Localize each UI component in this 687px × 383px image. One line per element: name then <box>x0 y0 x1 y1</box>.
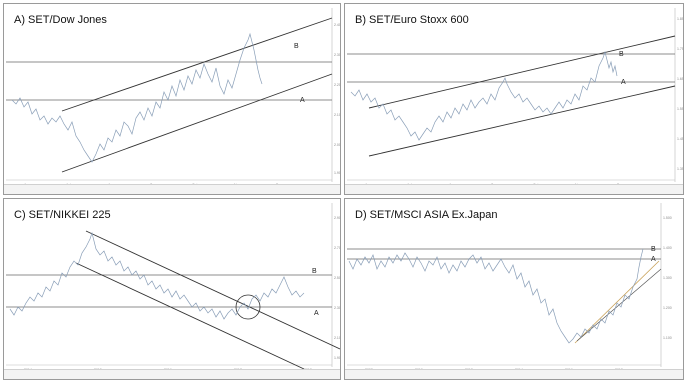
price-line <box>348 248 644 344</box>
panel-title-c: C) SET/NIKKEI 225 <box>14 209 111 221</box>
svg-text:2.500: 2.500 <box>334 276 341 280</box>
axis-grid-a <box>6 8 333 182</box>
svg-text:1.400: 1.400 <box>663 246 672 250</box>
chart-footer-b <box>345 184 683 194</box>
annotation-label-b: B <box>619 51 624 58</box>
svg-text:2.900: 2.900 <box>334 216 341 220</box>
annotation-label-b: B <box>312 268 317 275</box>
svg-text:2.300: 2.300 <box>334 306 341 310</box>
channel-upper-line <box>85 230 340 350</box>
channel-upper-line <box>61 17 333 112</box>
svg-text:1.850: 1.850 <box>677 17 684 21</box>
price-line <box>350 50 618 141</box>
annotation-label-b: B <box>294 43 299 50</box>
trend-line-upper <box>574 260 660 344</box>
svg-text:2.700: 2.700 <box>334 246 341 250</box>
channel-lower-line <box>368 85 676 157</box>
annotation-label-a: A <box>314 310 319 317</box>
axis-grid-d <box>347 203 662 367</box>
channel-lower-line <box>61 73 333 173</box>
svg-text:1.750: 1.750 <box>677 47 684 51</box>
svg-text:1.350: 1.350 <box>677 167 684 171</box>
svg-text:1.100: 1.100 <box>663 336 672 340</box>
svg-text:1.650: 1.650 <box>677 77 684 81</box>
annotation-label-a: A <box>651 256 656 263</box>
svg-text:1.200: 1.200 <box>663 306 672 310</box>
svg-text:2.100: 2.100 <box>334 113 341 117</box>
svg-text:2.000: 2.000 <box>334 143 341 147</box>
panel-title-d: D) SET/MSCI ASIA Ex.Japan <box>355 209 498 221</box>
axis-grid-b <box>347 8 676 182</box>
svg-text:2.300: 2.300 <box>334 53 341 57</box>
price-line <box>11 32 263 163</box>
svg-text:1.900: 1.900 <box>334 356 341 360</box>
axis-grid-c <box>6 203 333 367</box>
chart-footer-a <box>4 184 340 194</box>
svg-text:2.400: 2.400 <box>334 23 341 27</box>
svg-text:1.450: 1.450 <box>677 137 684 141</box>
highlight-circle <box>235 294 261 320</box>
panel-title-b: B) SET/Euro Stoxx 600 <box>355 14 469 26</box>
chart-footer-d <box>345 369 683 379</box>
svg-text:1.550: 1.550 <box>677 107 684 111</box>
svg-text:2.100: 2.100 <box>334 336 341 340</box>
annotation-label-b: B <box>651 246 656 253</box>
y-tick-labels-a: 2.400 2.300 2.200 2.100 2.000 1.900 <box>334 23 341 175</box>
y-tick-labels-b: 1.850 1.750 1.650 1.550 1.450 1.350 <box>677 17 684 171</box>
channel-lower-line <box>75 262 305 370</box>
y-tick-labels-c: 2.900 2.700 2.500 2.300 2.100 1.900 <box>334 216 341 360</box>
y-tick-labels-d: 1.500 1.400 1.300 1.200 1.100 <box>663 216 672 340</box>
price-line <box>9 231 305 320</box>
svg-text:1.900: 1.900 <box>334 171 341 175</box>
annotation-label-a: A <box>300 97 305 104</box>
svg-text:1.300: 1.300 <box>663 276 672 280</box>
chart-footer-c <box>4 369 340 379</box>
svg-text:1.500: 1.500 <box>663 216 672 220</box>
annotation-label-a: A <box>621 79 626 86</box>
channel-upper-line <box>368 35 676 109</box>
svg-text:2.200: 2.200 <box>334 83 341 87</box>
panel-title-a: A) SET/Dow Jones <box>14 14 107 26</box>
